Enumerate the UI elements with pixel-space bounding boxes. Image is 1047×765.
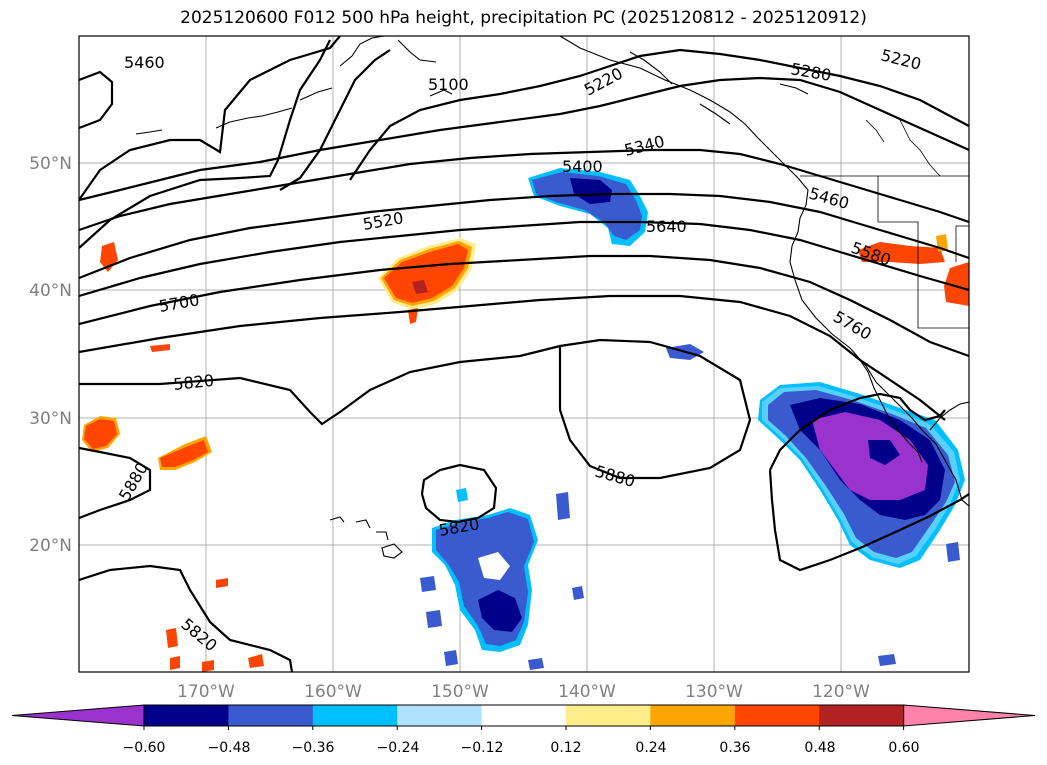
colorbar-tick-label: 0.36	[719, 740, 750, 756]
map-frame-border	[78, 35, 970, 673]
colorbar-extension-high	[903, 704, 1036, 727]
colorbar-tick-label: −0.12	[461, 740, 504, 756]
lat-label: 30°N	[29, 409, 72, 429]
contour-label: 5640	[646, 217, 687, 236]
lat-label: 40°N	[29, 281, 72, 301]
borders	[800, 119, 969, 329]
colorbar-segment	[228, 705, 314, 726]
colorbar: −0.60 −0.48 −0.36 −0.24 −0.12 0.12 0.24 …	[11, 704, 1036, 756]
colorbar-tick-label: −0.36	[292, 740, 335, 756]
colorbar-segment	[650, 705, 736, 726]
colorbar-segment	[481, 705, 567, 726]
lat-label: 50°N	[29, 154, 72, 174]
colorbar-segment	[312, 705, 398, 726]
colorbar-segment	[819, 705, 905, 726]
colorbar-segment	[397, 705, 483, 726]
colorbar-segments	[11, 704, 1036, 730]
contour-label: 5400	[562, 157, 603, 176]
contour-label: 5460	[124, 53, 165, 72]
contour-label: 5820	[172, 371, 214, 394]
colorbar-extension-low	[11, 704, 145, 727]
precip-positive-anomalies	[82, 234, 969, 672]
colorbar-ticks: −0.60 −0.48 −0.36 −0.24 −0.12 0.12 0.24 …	[123, 740, 920, 756]
lon-label: 160°W	[304, 682, 362, 702]
height-contours	[79, 36, 969, 672]
contour-label: 5100	[428, 75, 469, 94]
precip-negative-anomalies	[420, 168, 965, 670]
lon-label: 170°W	[177, 682, 235, 702]
colorbar-segment	[144, 705, 229, 726]
colorbar-tick-label: −0.24	[377, 740, 420, 756]
colorbar-tick-label: 0.24	[635, 740, 666, 756]
lon-label: 140°W	[558, 682, 616, 702]
colorbar-segment	[734, 705, 820, 726]
lon-label: 120°W	[812, 682, 870, 702]
colorbar-tick-label: 0.12	[550, 740, 581, 756]
colorbar-outline	[143, 704, 905, 727]
colorbar-tick-label: −0.48	[208, 740, 251, 756]
lat-label: 20°N	[29, 536, 72, 556]
chart-title: 2025120600 F012 500 hPa height, precipit…	[180, 8, 867, 28]
latitude-labels: 50°N 40°N 30°N 20°N	[29, 154, 72, 556]
colorbar-tick-label: 0.48	[804, 740, 835, 756]
colorbar-segment	[566, 705, 651, 726]
colorbar-tick-label: −0.60	[123, 740, 166, 756]
lon-label: 150°W	[431, 682, 489, 702]
gridlines	[79, 36, 969, 672]
longitude-labels: 170°W 160°W 150°W 140°W 130°W 120°W	[177, 682, 870, 702]
lon-label: 130°W	[685, 682, 743, 702]
colorbar-tick-label: 0.60	[888, 740, 919, 756]
